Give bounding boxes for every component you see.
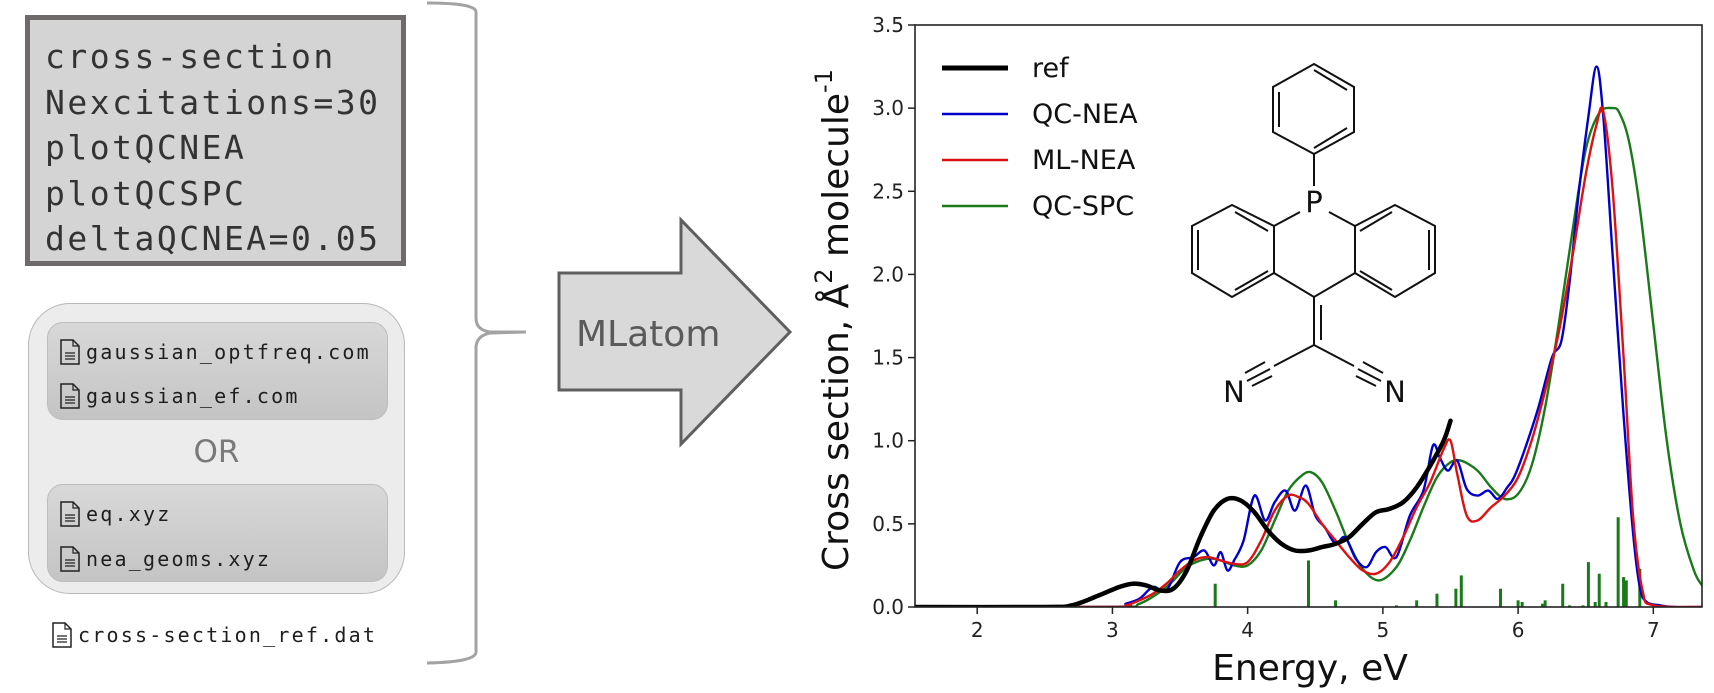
x-tick-label: 2 — [971, 618, 984, 642]
arrow-shape — [557, 216, 793, 448]
command-line: deltaQCNEA=0.05 — [45, 219, 381, 258]
file-group-gaussian: gaussian_optfreq.com gaussian_ef.com — [47, 322, 388, 420]
y-axis-label-sup: 2 — [810, 268, 838, 283]
series-line-qc-nea — [915, 65, 1702, 607]
y-tick-label: 0.0 — [872, 595, 904, 619]
y-axis-label: Cross section, Å2 molecule-1 — [810, 69, 857, 571]
reference-file-item: cross-section_ref.dat — [52, 622, 377, 648]
stick-spectrum — [1213, 517, 1642, 607]
x-tick-label: 7 — [1647, 618, 1660, 642]
series-line-ml-nea — [915, 106, 1702, 607]
command-line: Nexcitations=30 — [45, 82, 381, 122]
file-icon — [52, 622, 72, 648]
command-line: plotQCNEA — [45, 128, 247, 167]
or-separator: OR — [193, 434, 240, 470]
input-commands-box: cross-section Nexcitations=30 plotQCNEA … — [25, 15, 406, 266]
y-tick-label: 1.5 — [872, 346, 904, 370]
atom-label-nitrogen: N — [1223, 375, 1245, 409]
series-lines — [915, 65, 1702, 607]
arrow-label: MLatom — [576, 314, 720, 355]
y-tick-label: 0.5 — [872, 512, 904, 536]
legend-label: ref — [1032, 53, 1070, 84]
y-tick-label: 1.0 — [872, 429, 904, 453]
file-icon — [60, 546, 80, 572]
file-item: gaussian_optfreq.com — [60, 339, 371, 365]
x-tick-label: 6 — [1512, 618, 1525, 642]
legend-label: QC-NEA — [1032, 99, 1138, 130]
file-item: nea_geoms.xyz — [60, 546, 271, 572]
x-tick-label: 5 — [1377, 618, 1390, 642]
legend: ref QC-NEA ML-NEA QC-SPC — [942, 53, 1138, 222]
x-tick-label: 4 — [1241, 618, 1254, 642]
y-axis-label-mid: molecule — [816, 93, 857, 268]
molecule-structure — [1191, 62, 1436, 387]
x-axis-label: Energy, eV — [1212, 648, 1408, 689]
series-line-ref — [915, 418, 1453, 607]
y-tick-label: 3.0 — [872, 96, 904, 120]
file-name: gaussian_optfreq.com — [86, 340, 371, 364]
command-line: plotQCSPC — [45, 173, 247, 213]
file-icon — [60, 339, 80, 365]
axis-ticks: 2 3 4 5 6 7 0.0 0.5 1.0 1.5 2.0 2.5 3.0 3.5 — [872, 13, 1659, 642]
file-name: nea_geoms.xyz — [86, 547, 272, 571]
file-name: gaussian_ef.com — [86, 384, 300, 408]
x-tick-label: 3 — [1106, 618, 1119, 642]
atom-label-phosphorus: P — [1305, 185, 1323, 219]
atom-label-nitrogen: N — [1384, 375, 1406, 409]
file-icon — [60, 501, 80, 527]
legend-label: QC-SPC — [1032, 191, 1134, 222]
file-icon — [60, 383, 80, 409]
y-tick-label: 2.0 — [872, 262, 904, 286]
y-tick-label: 2.5 — [872, 179, 904, 203]
command-line: cross-section — [45, 37, 336, 76]
file-name: eq.xyz — [86, 502, 172, 526]
plot-frame — [914, 24, 1703, 608]
file-name: cross-section_ref.dat — [78, 623, 378, 647]
y-tick-label: 3.5 — [872, 13, 904, 37]
curly-brace — [426, 1, 527, 665]
file-group-xyz: eq.xyz nea_geoms.xyz — [47, 484, 388, 582]
y-axis-label-main: Cross section, Å — [814, 283, 857, 571]
y-axis-label-sup: -1 — [810, 69, 838, 93]
file-item: gaussian_ef.com — [60, 383, 300, 409]
input-files-panel: gaussian_optfreq.com gaussian_ef.com OR … — [28, 303, 405, 594]
legend-label: ML-NEA — [1032, 145, 1136, 176]
file-item: eq.xyz — [60, 501, 171, 527]
